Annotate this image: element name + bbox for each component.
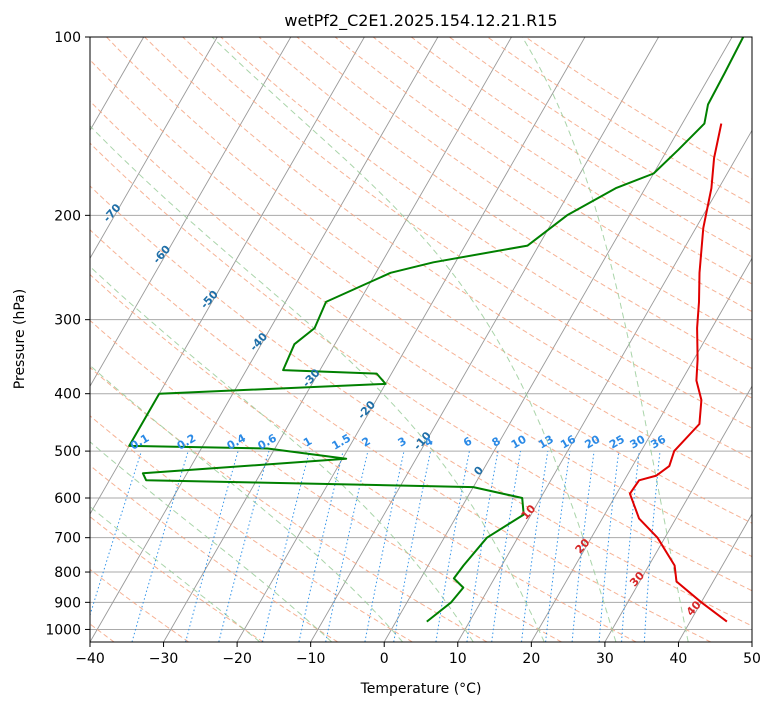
dry-adiabat-line — [90, 515, 264, 642]
isotherm-line — [530, 257, 752, 642]
x-axis-ticks: −40 −30 −20 −10 0 10 20 30 40 50 — [75, 642, 761, 667]
moist-adiabat-line — [90, 265, 474, 642]
dry-adiabat-line — [90, 319, 562, 642]
y-tick-label: 100 — [54, 30, 81, 46]
dry-adiabat-line — [372, 37, 752, 285]
y-tick-label: 600 — [54, 491, 81, 507]
mixing-ratio-line — [643, 451, 661, 642]
y-axis-label: Pressure (hPa) — [12, 289, 28, 389]
dry-adiabat-line — [258, 37, 752, 370]
isotherm-line — [310, 37, 659, 642]
x-tick-label: −40 — [75, 651, 105, 667]
dry-adiabat-line — [90, 366, 488, 642]
dry-adiabat-line — [220, 37, 752, 399]
x-tick-label: −10 — [296, 651, 326, 667]
dry-adiabat-line — [90, 415, 413, 642]
isotherm-line — [90, 37, 439, 642]
y-tick-label: 900 — [54, 595, 81, 611]
moist-adiabat-line — [521, 37, 689, 642]
mixing-ratio-line — [521, 451, 549, 642]
isotherm-line — [604, 385, 752, 642]
mixing-ratio-lines — [90, 450, 661, 642]
isotherm-line — [383, 37, 733, 642]
isotherm-line — [236, 37, 586, 642]
x-tick-label: 20 — [522, 651, 540, 667]
sounding-series — [128, 37, 745, 623]
mixing-ratio-line — [298, 450, 344, 642]
moist-adiabat-line — [90, 364, 403, 642]
temperature-profile-line — [628, 123, 728, 623]
chart-title: wetPf2_C2E1.2025.154.12.21.R15 — [284, 11, 557, 31]
mixing-ratio-line — [325, 450, 369, 642]
dry-adiabat-line — [106, 37, 752, 492]
mixing-ratio-line — [131, 450, 189, 642]
mixing-ratio-line — [185, 450, 239, 642]
isobar-gridlines — [90, 37, 752, 630]
x-tick-label: 30 — [596, 651, 614, 667]
mixing-ratio-line — [545, 451, 571, 642]
moist-adiabat-line — [90, 125, 545, 642]
moist-adiabat-line — [90, 505, 261, 642]
isotherm-line — [90, 37, 218, 260]
y-axis-ticks: 1000 900 800 700 600 500 400 300 200 100 — [45, 30, 90, 638]
x-tick-label: 50 — [743, 651, 761, 667]
isotherm-line — [163, 37, 512, 642]
isotherm-line — [90, 37, 365, 515]
mixing-ratio-line — [598, 451, 620, 642]
dry-adiabat-line — [90, 142, 752, 592]
y-tick-label: 1000 — [45, 622, 81, 638]
mixing-ratio-line — [218, 450, 270, 642]
mixing-ratio-line — [466, 451, 499, 642]
y-tick-label: 500 — [54, 444, 81, 460]
isotherm-line — [90, 37, 292, 388]
isotherm-lines — [90, 37, 752, 642]
mixing-ratio-line — [571, 451, 595, 642]
isotherm-line — [678, 513, 752, 642]
plot-frame — [89, 36, 753, 643]
y-tick-label: 700 — [54, 531, 81, 547]
y-tick-label: 300 — [54, 313, 81, 329]
dry-adiabat-line — [90, 568, 189, 642]
y-tick-label: 200 — [54, 208, 81, 224]
moist-adiabat-line — [90, 441, 333, 642]
x-tick-label: 0 — [380, 651, 389, 667]
dry-adiabat-line — [90, 59, 752, 524]
isotherm-line — [457, 129, 752, 642]
x-tick-label: 10 — [449, 651, 467, 667]
x-tick-label: 40 — [670, 651, 688, 667]
y-tick-label: 400 — [54, 387, 81, 403]
mixing-ratio-line — [262, 450, 310, 642]
dry-adiabat-line — [90, 273, 637, 642]
mixing-ratio-line — [491, 451, 521, 642]
x-axis-label: Temperature (°C) — [360, 681, 482, 697]
dry-adiabat-line — [90, 185, 752, 627]
y-tick-label: 800 — [54, 565, 81, 581]
x-tick-label: −30 — [149, 651, 179, 667]
x-tick-label: −20 — [222, 651, 252, 667]
dewpoint-profile-line — [128, 37, 745, 623]
mixing-ratio-line — [621, 451, 640, 642]
